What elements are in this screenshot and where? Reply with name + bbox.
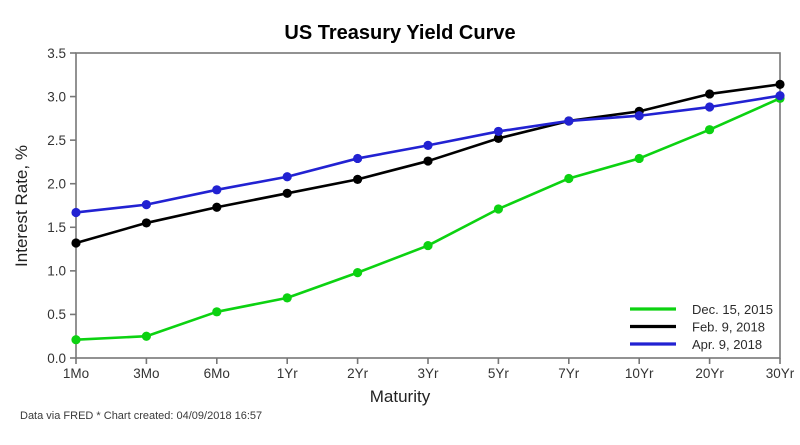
x-tick-label: 20Yr — [695, 366, 724, 381]
legend-label: Feb. 9, 2018 — [692, 319, 765, 334]
x-tick-label: 1Yr — [277, 366, 299, 381]
data-point-marker — [634, 153, 644, 164]
data-point-marker — [141, 200, 151, 210]
data-point-marker — [423, 240, 433, 251]
data-point-marker — [282, 293, 292, 303]
series-line — [74, 97, 782, 342]
data-point-marker — [493, 133, 503, 143]
series-apr-9-2018 — [71, 91, 785, 218]
y-tick-label: 2.5 — [47, 133, 66, 148]
data-point-marker — [71, 238, 81, 248]
data-point-marker — [493, 126, 503, 137]
data-point-marker — [634, 111, 644, 121]
y-tick-label: 3.0 — [47, 89, 66, 104]
y-tick-label: 0.0 — [47, 351, 66, 366]
y-tick-label: 3.5 — [47, 46, 66, 61]
y-tick-label: 0.5 — [47, 307, 66, 322]
data-point-marker — [493, 204, 503, 214]
data-point-marker — [705, 102, 715, 112]
data-point-marker — [71, 335, 81, 345]
y-tick-label: 1.0 — [47, 264, 66, 279]
data-point-marker — [705, 125, 715, 135]
data-point-marker — [141, 331, 151, 341]
y-tick-label: 1.5 — [47, 220, 66, 235]
x-tick-label: 2Yr — [347, 366, 369, 381]
x-tick-label: 10Yr — [625, 366, 654, 381]
x-tick-label: 30Yr — [766, 366, 795, 381]
data-point-marker — [141, 218, 151, 228]
data-point-marker — [775, 91, 785, 101]
data-point-marker — [564, 173, 574, 184]
x-tick-label: 1Mo — [63, 366, 89, 381]
x-axis-label: Maturity — [369, 387, 431, 406]
series-dec-15-2015 — [71, 93, 785, 345]
y-axis-label: Interest Rate, % — [12, 145, 31, 267]
x-tick-label: 5Yr — [488, 366, 510, 381]
x-tick-label: 3Mo — [133, 366, 159, 381]
series-line — [74, 94, 782, 214]
data-point-marker — [705, 89, 715, 99]
x-tick-label: 6Mo — [204, 366, 230, 381]
data-point-marker — [775, 79, 785, 89]
data-point-marker — [423, 156, 433, 166]
data-point-marker — [212, 307, 222, 317]
legend-label: Dec. 15, 2015 — [692, 302, 773, 317]
data-point-marker — [282, 188, 292, 198]
data-point-marker — [353, 153, 363, 164]
data-point-marker — [353, 174, 363, 184]
chart-title: US Treasury Yield Curve — [284, 22, 516, 44]
data-point-marker — [71, 207, 81, 218]
x-tick-label: 3Yr — [417, 366, 439, 381]
series-feb-9-2018 — [71, 79, 785, 248]
data-point-marker — [423, 140, 433, 150]
data-point-marker — [212, 202, 222, 212]
legend: Dec. 15, 2015 Feb. 9, 2018 Apr. 9, 2018 — [630, 302, 773, 352]
y-tick-label: 2.0 — [47, 177, 66, 192]
footer-note: Data via FRED * Chart created: 04/09/201… — [20, 410, 263, 422]
data-point-marker — [353, 268, 363, 278]
legend-label: Apr. 9, 2018 — [692, 337, 762, 352]
x-tick-label: 7Yr — [558, 366, 580, 381]
data-point-marker — [282, 172, 292, 182]
plot-frame — [75, 52, 781, 359]
data-point-marker — [212, 185, 222, 195]
data-point-marker — [564, 116, 574, 126]
